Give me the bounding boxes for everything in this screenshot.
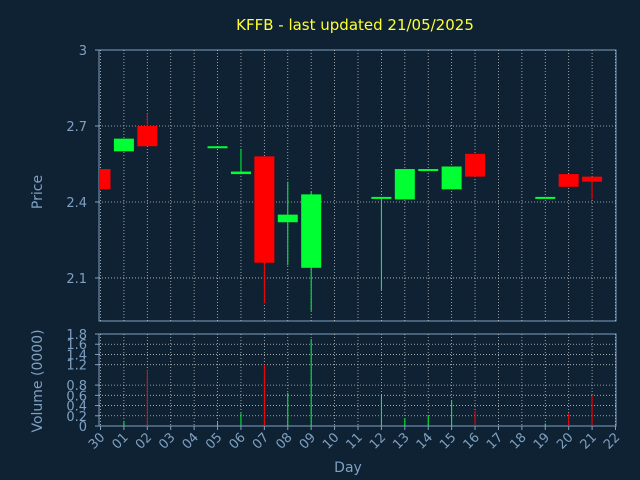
x-tick-label: 14 [414, 430, 436, 452]
x-tick-label: 08 [273, 430, 295, 452]
price-tick-label: 2.1 [66, 272, 87, 287]
x-tick-label: 17 [484, 430, 506, 452]
price-axis-label: Price [30, 175, 46, 209]
candles [99, 113, 603, 311]
x-tick-label: 09 [297, 430, 319, 452]
x-ticks: 30 01 02 03 04 05 06 07 08 09 10 11 12 13 14 15 16 17 18 19… [86, 426, 623, 453]
x-tick-label: 16 [461, 430, 483, 452]
volume-tick-label: 1.6 [66, 338, 87, 353]
candle-body [465, 153, 486, 177]
volume-tick-label: 1.4 [66, 348, 87, 363]
price-grid [99, 50, 616, 321]
x-tick-label: 01 [109, 430, 131, 452]
volume-tick-label: 0.8 [66, 379, 87, 394]
candle-body [230, 171, 251, 175]
volume-ticks: 00.20.40.60.8 1.21.41.61.8 [66, 328, 99, 435]
x-tick-label: 10 [320, 430, 342, 452]
candle-body [558, 174, 579, 187]
candle-body [582, 176, 603, 182]
volume-tick-label: 0.2 [66, 410, 87, 425]
candle-body [254, 156, 275, 263]
x-tick-label: 04 [180, 430, 202, 452]
volume-grid [99, 334, 616, 426]
x-tick-label: 19 [531, 430, 553, 452]
candle-body [371, 196, 392, 199]
x-tick-label: 06 [226, 430, 248, 452]
volume-tick-label: 0.4 [66, 400, 87, 415]
volume-tick-label: 0 [79, 420, 87, 435]
candle-body [418, 169, 439, 172]
candle-body [99, 169, 111, 190]
price-tick-label: 2.4 [66, 196, 87, 211]
x-tick-label: 02 [133, 430, 155, 452]
x-tick-label: 20 [554, 430, 576, 452]
x-tick-label: 21 [578, 430, 600, 452]
volume-bars [123, 339, 593, 426]
volume-panel-frame [98, 333, 617, 427]
x-tick-label: 12 [367, 430, 389, 452]
x-tick-label: 05 [203, 430, 225, 452]
x-tick-label: 13 [390, 430, 412, 452]
volume-tick-label: 1.8 [66, 328, 87, 343]
candle-body [207, 146, 228, 149]
volume-tick-label: 0.6 [66, 389, 87, 404]
candle-body [535, 196, 556, 199]
x-tick-label: 18 [507, 430, 529, 452]
candle-body [277, 214, 298, 223]
candle-body [301, 194, 322, 268]
x-tick-label: 15 [437, 430, 459, 452]
x-axis-label: Day [334, 460, 362, 476]
price-ticks: 2.1 2.4 2.7 3 [66, 44, 99, 287]
price-panel-frame [98, 49, 617, 322]
x-tick-label: 22 [601, 430, 623, 452]
x-tick-label: 07 [250, 430, 272, 452]
volume-axis-label: Volume (0000) [30, 329, 46, 432]
x-tick-label: 03 [156, 430, 178, 452]
x-tick-label: 11 [344, 430, 366, 452]
candle-body [137, 125, 158, 147]
x-tick-label: 30 [86, 430, 108, 452]
candle-body [441, 166, 462, 190]
candle-body [113, 138, 134, 152]
volume-tick-label: 1.2 [66, 359, 87, 374]
price-tick-label: 3 [79, 44, 87, 59]
candle-body [394, 169, 415, 200]
price-tick-label: 2.7 [66, 120, 87, 135]
chart-title: KFFB - last updated 21/05/2025 [236, 16, 474, 34]
